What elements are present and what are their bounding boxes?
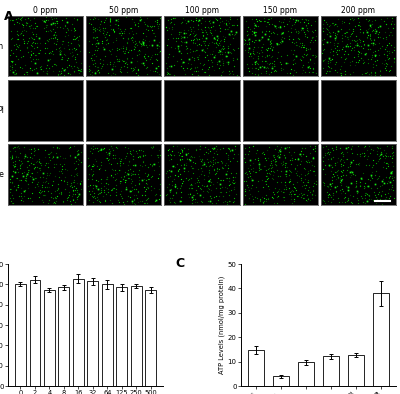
Text: C: C xyxy=(176,257,185,270)
Bar xyxy=(323,356,339,386)
Bar xyxy=(15,284,26,386)
Bar xyxy=(373,294,389,386)
Y-axis label: ATP Levels (nmol/mg protein): ATP Levels (nmol/mg protein) xyxy=(218,276,225,374)
Bar xyxy=(30,280,40,386)
Title: 200 ppm: 200 ppm xyxy=(342,6,376,15)
Bar xyxy=(131,286,142,386)
Bar xyxy=(88,281,98,386)
Bar xyxy=(273,376,289,386)
Title: 150 ppm: 150 ppm xyxy=(263,6,297,15)
Title: 100 ppm: 100 ppm xyxy=(185,6,219,15)
Y-axis label: Calcein: Calcein xyxy=(0,42,4,50)
Bar xyxy=(298,362,314,386)
Bar xyxy=(44,290,55,386)
Text: A: A xyxy=(4,10,14,23)
Y-axis label: Merge: Merge xyxy=(0,170,4,179)
Bar xyxy=(248,350,264,386)
Title: 0 ppm: 0 ppm xyxy=(34,6,58,15)
Y-axis label: PI: PI xyxy=(0,106,4,115)
Bar xyxy=(73,279,84,386)
Bar xyxy=(116,288,127,386)
Bar xyxy=(58,288,69,386)
Bar xyxy=(102,284,113,386)
Bar xyxy=(348,355,364,386)
Bar xyxy=(145,290,156,386)
Title: 50 ppm: 50 ppm xyxy=(109,6,138,15)
